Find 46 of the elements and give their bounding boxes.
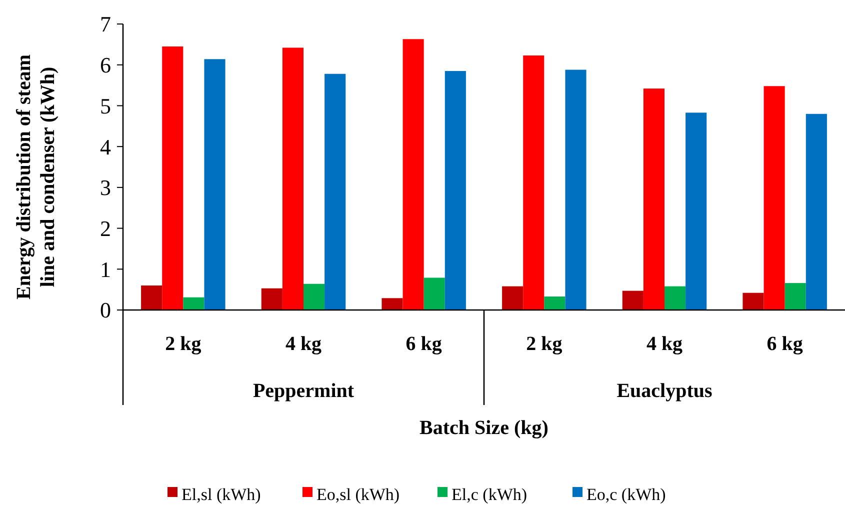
- bar: [183, 297, 204, 310]
- bar: [324, 74, 346, 310]
- legend-label: Eo,c (kWh): [586, 484, 666, 504]
- x-tick-label: 6 kg: [766, 333, 803, 355]
- bar: [162, 46, 184, 310]
- legend-label: El,c (kWh): [452, 484, 528, 504]
- y-tick-label: 5: [100, 93, 111, 118]
- x-tick-label: 2 kg: [165, 333, 202, 355]
- bar: [424, 278, 445, 310]
- y-tick-label: 6: [100, 52, 111, 78]
- y-tick-label: 1: [100, 256, 111, 282]
- x-tick-label: 4 kg: [285, 333, 322, 355]
- text: Euaclyptus: [616, 380, 713, 402]
- bar: [282, 48, 304, 310]
- text: Peppermint: [252, 380, 354, 402]
- bar: [622, 290, 644, 310]
- bar: [742, 292, 764, 310]
- y-axis-title: Energy distribution of steam line and condenser (kWh): [13, 54, 59, 300]
- bar: [204, 59, 226, 310]
- x-axis-title: Batch Size (kg): [420, 417, 548, 439]
- y-tick-label: 4: [100, 134, 111, 160]
- bar: [784, 283, 806, 310]
- bar: [261, 288, 282, 310]
- bar: [764, 86, 785, 310]
- y-tick-label: 0: [100, 298, 111, 323]
- bar: [565, 70, 586, 310]
- y-tick-label: 2: [100, 216, 111, 241]
- x-tick-label: 2 kg: [526, 333, 562, 355]
- bar: [444, 70, 466, 310]
- x-tick-label: 4 kg: [646, 333, 683, 355]
- y-tick-label: 7: [100, 12, 111, 37]
- bar: [402, 39, 424, 310]
- legend-label: El,sl (kWh): [182, 484, 261, 504]
- x-tick-label: 6 kg: [406, 333, 442, 355]
- legend-label: Eo,sl (kWh): [316, 484, 400, 504]
- bar: [664, 286, 686, 310]
- bar: [643, 88, 664, 310]
- bar: [686, 112, 707, 310]
- bar: [141, 285, 162, 310]
- bar: [502, 286, 524, 310]
- y-tick-label: 3: [100, 175, 111, 200]
- bar: [304, 284, 325, 310]
- bar: [523, 55, 544, 310]
- bar: [544, 296, 566, 310]
- bar: [382, 298, 403, 310]
- bar: [806, 114, 827, 310]
